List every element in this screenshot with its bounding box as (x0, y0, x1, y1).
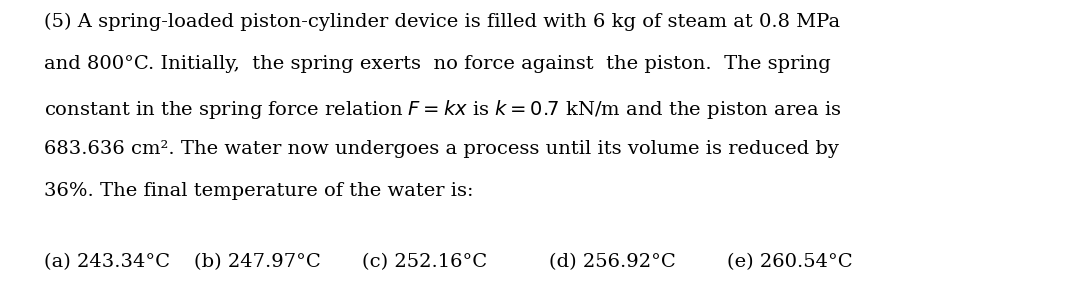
Text: (d) 256.92°C: (d) 256.92°C (549, 253, 676, 271)
Text: (c) 252.16°C: (c) 252.16°C (362, 253, 487, 271)
Text: (b) 247.97°C: (b) 247.97°C (194, 253, 320, 271)
Text: (5) A spring-loaded piston-cylinder device is filled with 6 kg of steam at 0.8 M: (5) A spring-loaded piston-cylinder devi… (44, 13, 840, 31)
Text: (a) 243.34°C: (a) 243.34°C (44, 253, 170, 271)
Text: 36%. The final temperature of the water is:: 36%. The final temperature of the water … (44, 182, 473, 200)
Text: and 800°C. Initially,  the spring exerts  no force against  the piston.  The spr: and 800°C. Initially, the spring exerts … (44, 55, 830, 73)
Text: constant in the spring force relation $F = kx$ is $k = 0.7$ kN/m and the piston : constant in the spring force relation $F… (44, 98, 841, 120)
Text: (e) 260.54°C: (e) 260.54°C (727, 253, 852, 271)
Text: 683.636 cm². The water now undergoes a process until its volume is reduced by: 683.636 cm². The water now undergoes a p… (44, 140, 839, 158)
